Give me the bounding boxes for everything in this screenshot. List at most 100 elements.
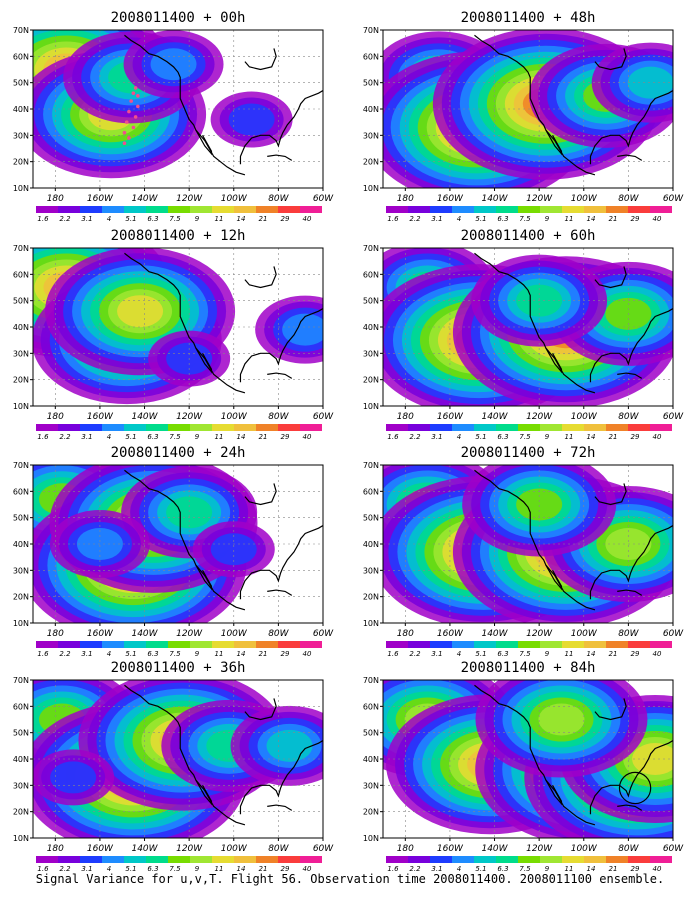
- colorbar-label: 2.2: [409, 865, 421, 873]
- y-tick-label: 40N: [363, 540, 379, 549]
- x-tick-label: 60W: [663, 629, 684, 639]
- colorbar-label: 4: [457, 215, 461, 223]
- colorbar-swatch: [518, 856, 540, 863]
- colorbar-swatch: [168, 206, 190, 213]
- colorbar-swatch: [496, 424, 518, 431]
- x-tick-label: 180: [47, 412, 64, 422]
- flight-track-point: [131, 125, 136, 130]
- variance-field: [383, 680, 673, 838]
- colorbar-swatch: [518, 424, 540, 431]
- map-panel: 2008011400 + 00h 10N 20N 30N 40N 50N 60N 70N 180…: [13, 10, 334, 223]
- colorbar-label: 2.2: [59, 865, 71, 873]
- flight-track-point: [133, 115, 138, 119]
- x-tick-label: 100W: [221, 629, 248, 639]
- colorbar: 1.6 2.2 3.1 4 5.1 6.3 7.5 9 11 14 21 29 40: [36, 206, 322, 223]
- colorbar-swatch: [102, 641, 124, 648]
- x-tick-label: 140W: [481, 629, 508, 639]
- colorbar-swatch: [168, 424, 190, 431]
- y-tick-label: 40N: [363, 323, 379, 332]
- colorbar-swatch: [386, 856, 408, 863]
- coastline: [124, 684, 323, 826]
- x-tick-label: 160W: [87, 629, 114, 639]
- y-tick-label: 40N: [13, 755, 29, 764]
- x-tick-label: 80W: [268, 194, 289, 204]
- y-tick-label: 70N: [363, 26, 379, 35]
- colorbar-label: 7.5: [169, 865, 181, 873]
- y-tick-label: 30N: [363, 349, 379, 358]
- y-tick-label: 20N: [363, 158, 379, 167]
- x-tick-label: 180: [397, 412, 414, 422]
- colorbar-swatch: [496, 641, 518, 648]
- map-panel: 2008011400 + 72h 10N 20N 30N 40N 50N 60N 70N 180…: [363, 445, 684, 658]
- colorbar-label: 21: [609, 650, 618, 658]
- colorbar-swatch: [36, 856, 58, 863]
- panel-title: 2008011400 + 00h: [111, 10, 246, 26]
- colorbar-label: 29: [631, 865, 640, 873]
- map-panel: 2008011400 + 84h 10N 20N 30N 40N 50N 60N 70N 180…: [363, 660, 684, 873]
- field-contour: [266, 729, 313, 762]
- colorbar-swatch: [650, 424, 672, 431]
- x-tick-label: 80W: [268, 844, 289, 854]
- colorbar-swatch: [408, 856, 430, 863]
- flight-track-point: [124, 120, 129, 124]
- y-tick-label: 40N: [363, 755, 379, 764]
- y-tick-label: 40N: [13, 105, 29, 114]
- colorbar-label: 1.6: [387, 215, 399, 223]
- colorbar-label: 5.1: [475, 650, 486, 658]
- colorbar-label: 2.2: [59, 650, 71, 658]
- y-tick-label: 50N: [363, 79, 379, 88]
- x-tick-label: 60W: [313, 629, 334, 639]
- colorbar-label: 21: [259, 650, 268, 658]
- panel-title: 2008011400 + 12h: [111, 228, 246, 244]
- colorbar-swatch: [256, 641, 278, 648]
- colorbar-swatch: [80, 641, 102, 648]
- colorbar-swatch: [540, 206, 562, 213]
- colorbar-label: 14: [237, 215, 246, 223]
- colorbar-swatch: [496, 206, 518, 213]
- colorbar-swatch: [430, 424, 452, 431]
- colorbar-swatch: [300, 856, 322, 863]
- colorbar-label: 11: [565, 865, 574, 873]
- colorbar-swatch: [386, 206, 408, 213]
- colorbar-label: 11: [215, 215, 224, 223]
- colorbar-label: 1.6: [387, 865, 399, 873]
- field-contour: [627, 66, 673, 99]
- colorbar-label: 6.3: [147, 433, 158, 441]
- y-tick-label: 30N: [363, 131, 379, 140]
- flight-track-point: [122, 141, 127, 146]
- x-tick-label: 100W: [571, 844, 598, 854]
- x-tick-label: 100W: [221, 844, 248, 854]
- colorbar-label: 4: [107, 433, 111, 441]
- colorbar-swatch: [474, 424, 496, 431]
- colorbar-swatch: [300, 424, 322, 431]
- gridlines: [33, 248, 323, 406]
- colorbar-label: 4: [107, 865, 111, 873]
- y-tick-label: 50N: [13, 514, 29, 523]
- colorbar-label: 5.1: [125, 433, 136, 441]
- x-tick-label: 60W: [663, 194, 684, 204]
- y-tick-label: 60N: [363, 52, 379, 61]
- colorbar: 1.6 2.2 3.1 4 5.1 6.3 7.5 9 11 14 21 29 40: [36, 856, 322, 873]
- panel-grid: 2008011400 + 00h 10N 20N 30N 40N 50N 60N 70N 180…: [13, 10, 684, 873]
- colorbar-swatch: [80, 856, 102, 863]
- colorbar-swatch: [124, 206, 146, 213]
- colorbar-label: 3.1: [431, 215, 442, 223]
- colorbar-swatch: [146, 206, 168, 213]
- colorbar-label: 4: [457, 650, 461, 658]
- y-tick-label: 20N: [363, 808, 379, 817]
- colorbar-label: 2.2: [59, 215, 71, 223]
- colorbar-swatch: [278, 424, 300, 431]
- colorbar-swatch: [58, 641, 80, 648]
- x-tick-label: 60W: [313, 844, 334, 854]
- field-contour: [632, 743, 673, 775]
- colorbar-label: 21: [609, 215, 618, 223]
- colorbar-label: 40: [653, 433, 662, 441]
- panel-title: 2008011400 + 48h: [461, 10, 596, 26]
- colorbar-swatch: [562, 206, 584, 213]
- colorbar-label: 9: [545, 865, 550, 873]
- colorbar-label: 29: [281, 215, 290, 223]
- x-tick-label: 140W: [131, 844, 158, 854]
- colorbar-swatch: [80, 424, 102, 431]
- colorbar-label: 3.1: [81, 433, 92, 441]
